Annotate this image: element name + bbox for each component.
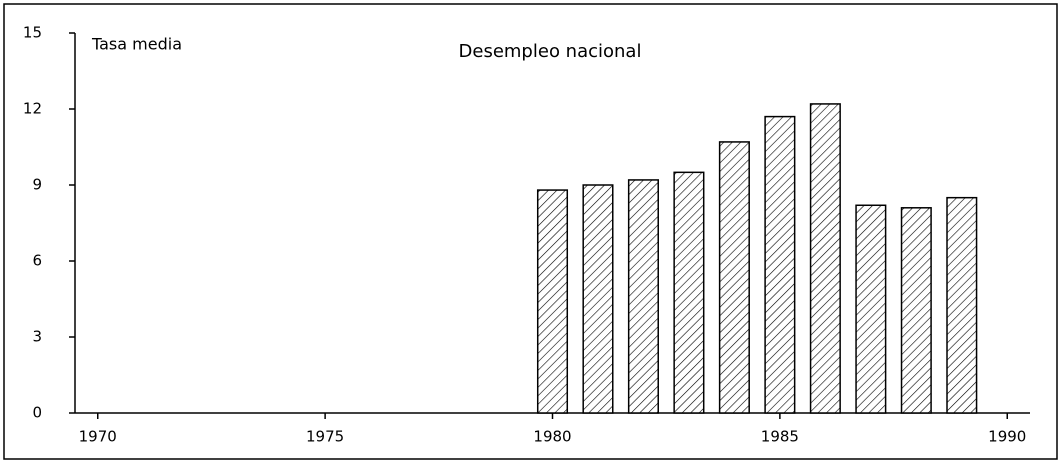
frame [3,3,1058,460]
y-tick-label: 15 [23,24,42,42]
bar [718,141,750,414]
bar [900,207,932,414]
x-tick-label: 1980 [533,428,571,446]
y-tick-label: 3 [32,328,42,346]
x-tick-label: 1990 [988,428,1026,446]
bar [764,115,796,414]
x-tick-label: 1985 [761,428,799,446]
bar [582,184,614,414]
bar [809,103,841,414]
bar [855,204,887,414]
y-tick-label: 12 [23,100,42,118]
chart-title: Desempleo nacional [459,41,642,62]
x-tick-label: 1975 [306,428,344,446]
y-tick-label: 0 [32,404,42,422]
bar [946,196,978,414]
bar [627,179,659,414]
y-tick-label: 6 [32,252,42,270]
y-axis-label: Tasa media [91,35,182,54]
bar [536,189,569,414]
x-tick-label: 1970 [79,428,117,446]
y-tick-label: 9 [32,176,42,194]
bar [673,171,705,414]
